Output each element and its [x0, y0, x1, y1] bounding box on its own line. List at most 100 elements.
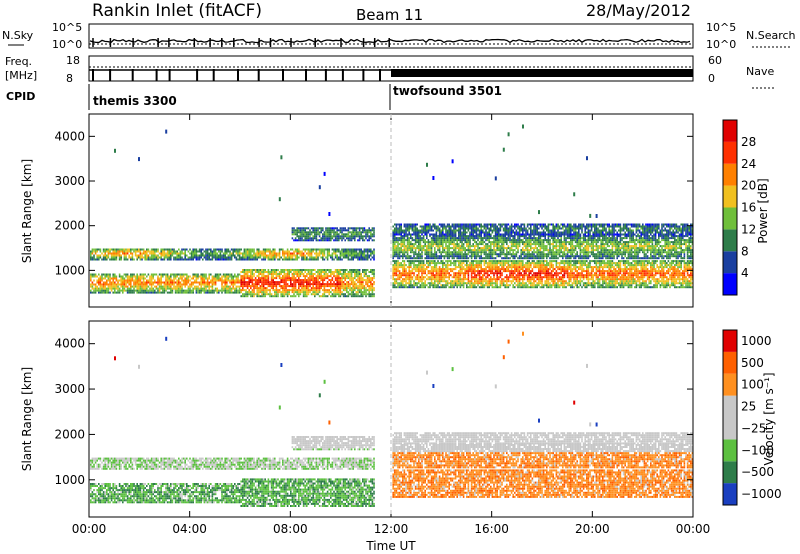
- power-cell: [461, 270, 463, 273]
- power-cell: [355, 248, 358, 251]
- power-cell: [208, 248, 210, 251]
- power-cell: [395, 229, 398, 232]
- power-cell: [485, 239, 487, 242]
- power-cell: [317, 229, 319, 232]
- power-cell: [293, 291, 295, 294]
- power-cell: [323, 275, 326, 278]
- power-cell: [318, 252, 321, 255]
- power-cell: [266, 248, 268, 251]
- power-cell: [309, 291, 311, 294]
- power-cell: [318, 269, 321, 271]
- power-cell: [258, 293, 260, 296]
- power-cell: [491, 260, 494, 263]
- power-cell: [330, 254, 332, 257]
- power-cell: [430, 251, 433, 254]
- power-cell: [448, 249, 450, 252]
- power-cell: [362, 237, 364, 240]
- power-cell: [445, 241, 447, 244]
- power-cell: [192, 289, 194, 292]
- power-cell: [296, 273, 298, 275]
- power-cell: [438, 235, 441, 238]
- power-cell: [322, 289, 324, 292]
- power-cell: [272, 252, 274, 255]
- power-cell: [400, 249, 402, 252]
- power-cell: [502, 239, 505, 242]
- power-cell: [477, 260, 479, 263]
- power-cell: [354, 295, 356, 298]
- power-cell: [373, 277, 375, 280]
- power-cell: [285, 291, 287, 294]
- power-cell: [261, 281, 263, 284]
- power-cell: [366, 275, 369, 278]
- power-cell: [275, 271, 278, 273]
- power-cell: [392, 274, 394, 277]
- power-cell: [304, 231, 306, 234]
- power-cell: [403, 231, 406, 234]
- power-cell: [91, 283, 94, 286]
- power-cell: [413, 282, 415, 285]
- power-cell: [362, 250, 364, 253]
- power-cell: [357, 233, 359, 236]
- power-cell: [347, 293, 350, 296]
- power-cell: [346, 256, 348, 259]
- power-cell: [485, 262, 487, 265]
- power-cell: [93, 287, 95, 290]
- power-cell: [427, 276, 430, 279]
- power-cell: [171, 291, 174, 294]
- power-cell: [98, 256, 100, 259]
- power-cell: [443, 280, 446, 283]
- power-cell: [450, 251, 452, 254]
- power-cell: [336, 237, 338, 240]
- power-cell: [96, 287, 98, 290]
- power-cell: [104, 289, 106, 292]
- power-cell: [341, 250, 343, 253]
- power-cell: [218, 275, 220, 278]
- power-cell: [206, 256, 209, 259]
- power-cell: [502, 247, 505, 250]
- power-cell: [470, 260, 473, 263]
- power-cell: [221, 275, 223, 278]
- power-cell: [298, 237, 300, 240]
- power-cell: [192, 277, 194, 280]
- power-cell: [203, 291, 206, 294]
- power-cell: [293, 279, 295, 282]
- power-cell: [507, 235, 510, 238]
- power-cell: [459, 251, 462, 254]
- power-cell: [168, 275, 170, 278]
- power-cell: [472, 255, 474, 258]
- power-cell: [360, 285, 362, 288]
- power-cell: [176, 289, 178, 292]
- power-cell: [438, 247, 441, 250]
- power-cell: [163, 285, 166, 288]
- power-cell: [216, 277, 218, 280]
- power-cell: [483, 274, 486, 277]
- cpid-mode-2: twofsound 3501: [393, 84, 502, 98]
- power-cell: [470, 282, 473, 285]
- power-cell: [242, 254, 244, 257]
- power-cell: [395, 278, 398, 281]
- power-cell: [312, 287, 314, 290]
- power-cell: [96, 281, 98, 284]
- power-cell: [128, 256, 130, 259]
- power-cell: [234, 275, 236, 278]
- power-cell: [139, 275, 142, 278]
- power-cell: [350, 237, 353, 240]
- power-cell: [413, 260, 415, 263]
- power-cell: [474, 282, 476, 285]
- power-cell: [458, 255, 460, 258]
- power-cell: [488, 274, 490, 277]
- power-cell: [416, 257, 418, 260]
- power-cell: [368, 271, 370, 273]
- power-cell: [466, 286, 468, 289]
- power-cell: [442, 249, 444, 252]
- power-cell: [235, 289, 238, 292]
- power-cell: [301, 233, 303, 236]
- power-cell: [510, 247, 513, 250]
- power-cell: [365, 283, 367, 286]
- power-cell: [282, 295, 284, 298]
- power-cell: [414, 235, 417, 238]
- power-cell: [437, 227, 439, 230]
- power-cell: [317, 269, 319, 271]
- power-cell: [126, 277, 129, 280]
- power-cell: [331, 254, 334, 257]
